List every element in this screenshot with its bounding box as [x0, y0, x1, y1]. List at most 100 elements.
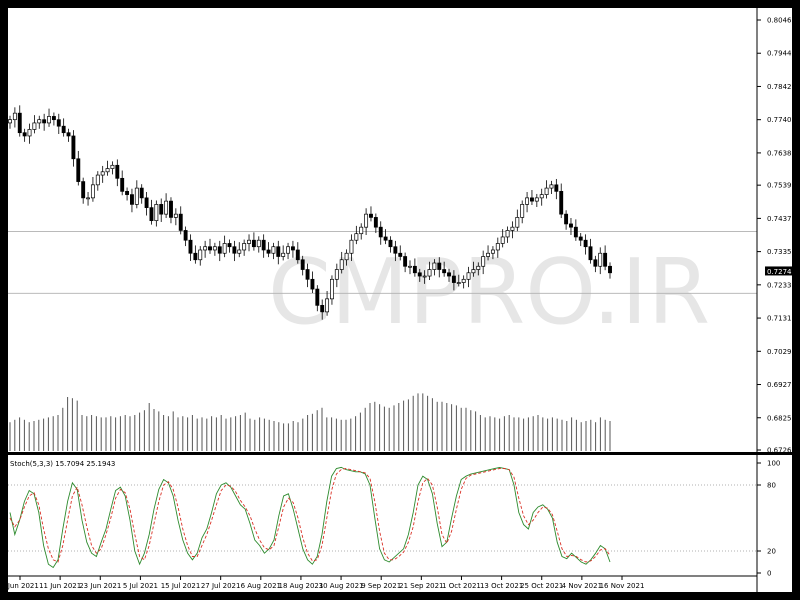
candle-body — [251, 239, 256, 248]
candle-body — [212, 246, 217, 251]
candle-body — [178, 213, 183, 231]
candle-body — [325, 298, 330, 313]
candle-body — [466, 272, 471, 280]
candle-body — [149, 207, 154, 222]
candle-body — [481, 256, 486, 267]
candle-body — [256, 239, 261, 248]
candle-body — [76, 158, 81, 182]
candle-body — [295, 249, 300, 261]
candle-body — [266, 249, 271, 254]
candle-body — [66, 132, 71, 137]
candle-body — [364, 213, 369, 228]
candle-body — [203, 246, 208, 251]
candle-body — [237, 249, 242, 254]
candle-body — [369, 213, 373, 218]
candle-body — [554, 184, 559, 192]
candle-body — [427, 269, 432, 277]
candle-body — [110, 164, 115, 169]
volume-bars — [9, 393, 611, 451]
time-tick-label: 25 Oct 2021 — [520, 582, 563, 590]
candle-body — [578, 236, 583, 241]
candle-body — [510, 226, 515, 231]
chart-canvas: CMPRO.IR 0.804600.794400.784200.774000.7… — [8, 8, 792, 592]
candle-body — [456, 282, 461, 284]
candle-body — [408, 265, 412, 268]
candle-body — [349, 239, 354, 254]
candle-body — [305, 269, 310, 280]
candle-body — [593, 259, 598, 267]
stoch-tick-label: 100 — [767, 460, 780, 468]
candle-body — [8, 119, 12, 124]
candle-body — [564, 213, 569, 225]
candle-body — [71, 135, 76, 160]
time-tick-label: 30 Aug 2021 — [319, 582, 364, 590]
candle-body — [173, 213, 178, 218]
time-tick-label: 11 Jun 2021 — [39, 582, 81, 590]
candle-body — [100, 171, 105, 176]
candle-body — [471, 269, 476, 274]
candle-body — [403, 256, 408, 267]
candle-body — [520, 204, 525, 218]
candle-body — [330, 278, 334, 300]
candle-body — [534, 197, 539, 202]
candle-body — [22, 132, 27, 137]
candle-body — [198, 249, 203, 261]
candle-body — [281, 252, 286, 257]
candle-body — [412, 265, 417, 274]
time-tick-label: 13 Oct 2021 — [480, 582, 523, 590]
candle-body — [422, 275, 427, 278]
candle-body — [608, 265, 612, 274]
candle-body — [169, 200, 173, 218]
candle-body — [373, 217, 378, 228]
candle-body — [300, 259, 305, 270]
candle-body — [447, 272, 451, 277]
candle-body — [603, 252, 608, 267]
time-tick-label: 1 Jun 2021 — [8, 582, 39, 590]
candle-body — [569, 223, 573, 228]
candle-body — [86, 197, 90, 200]
candle-body — [105, 168, 110, 173]
stoch-main-line — [9, 466, 611, 569]
time-tick-label: 9 Sep 2021 — [361, 582, 401, 590]
candle-body — [500, 236, 505, 244]
candle-body — [339, 259, 344, 270]
candle-body — [188, 239, 193, 254]
candle-body — [12, 112, 17, 121]
candle-body — [115, 164, 120, 179]
time-tick-label: 4 Nov 2021 — [562, 582, 602, 590]
candle-body — [125, 190, 130, 195]
candle-body — [42, 119, 47, 124]
candle-body — [359, 226, 364, 235]
candle-body — [37, 119, 42, 124]
candle-body — [290, 246, 295, 251]
candle-body — [286, 246, 290, 254]
candle-body — [61, 125, 66, 134]
candle-body — [310, 278, 315, 290]
stoch-label: Stoch(5,3,3) 15.7094 25.1943 — [10, 460, 115, 468]
candle-body — [354, 233, 359, 241]
candle-body — [383, 236, 388, 241]
candle-body — [495, 243, 500, 251]
candle-body — [271, 246, 276, 254]
candle-body — [530, 197, 534, 202]
candle-body — [164, 200, 169, 215]
candle-body — [461, 278, 466, 283]
candle-body — [378, 226, 383, 238]
stoch-tick-label: 80 — [767, 482, 776, 490]
candle-body — [559, 190, 564, 215]
candle-body — [505, 230, 510, 238]
candle-body — [120, 177, 125, 192]
candle-body — [47, 116, 51, 124]
candle-body — [95, 174, 100, 186]
candle-body — [227, 243, 232, 248]
candle-body — [486, 252, 490, 257]
current-price-badge: 0.72741 — [765, 266, 792, 276]
